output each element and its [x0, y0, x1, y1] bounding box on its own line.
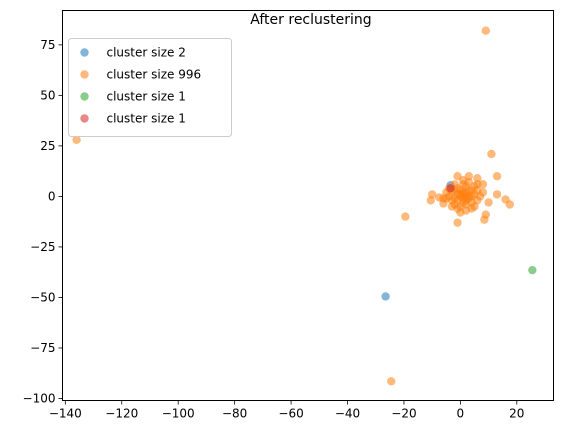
point-s2-66	[473, 180, 482, 189]
point-s2-67	[478, 188, 488, 197]
point-s2-4	[387, 377, 396, 386]
legend-label: cluster size 996	[107, 68, 202, 82]
point-s2-16	[492, 172, 502, 181]
y-tick-label: −25	[30, 240, 55, 254]
y-tick-label: 75	[40, 38, 55, 52]
plot-frame	[62, 10, 554, 401]
point-s2-1	[481, 26, 490, 35]
series-4	[446, 184, 455, 193]
y-tick-label: −75	[30, 341, 55, 355]
point-s2-15	[473, 174, 482, 183]
point-s2-2	[72, 135, 81, 145]
x-tick-label: −20	[391, 407, 416, 421]
legend-label: cluster size 2	[107, 46, 186, 60]
series-3	[528, 265, 537, 275]
legend: cluster size 2 cluster size 996 cluster si…	[68, 38, 232, 137]
point-s1-1	[381, 292, 390, 301]
legend-frame	[68, 38, 232, 137]
legend-marker	[80, 70, 89, 79]
axes-layer: −140 −120 −100 −80 −60 −40 −20 0 20 −100 −75 −50 −25…	[23, 38, 525, 421]
series-2	[72, 26, 514, 386]
point-s2-3	[487, 149, 496, 159]
x-tick-label: 0	[457, 407, 465, 421]
legend-label: cluster size 1	[107, 112, 186, 126]
x-tick-label: −140	[49, 407, 82, 421]
point-s2-70	[461, 192, 471, 201]
point-s2-68	[447, 202, 457, 211]
y-tick-label: 50	[40, 88, 55, 102]
y-tick-label: 25	[40, 139, 55, 153]
point-s4-1	[446, 184, 455, 193]
y-tick-label: 0	[48, 189, 56, 203]
point-s2-14	[464, 172, 474, 181]
points-layer	[72, 26, 537, 386]
y-tick-label: −50	[30, 290, 55, 304]
point-s2-18	[484, 198, 493, 207]
point-s2-20	[480, 215, 489, 224]
x-tick-label: −120	[105, 407, 138, 421]
point-s2-5	[401, 212, 410, 221]
point-s2-24	[505, 200, 514, 209]
point-s2-57	[439, 194, 448, 203]
chart-title: After reclustering	[250, 12, 371, 28]
legend-marker	[80, 114, 89, 123]
point-s2-56	[464, 178, 474, 187]
x-tick-label: −60	[278, 407, 303, 421]
legend-marker	[80, 48, 89, 57]
point-s2-7	[426, 196, 435, 205]
point-s3-1	[528, 265, 537, 275]
point-s2-21	[453, 218, 462, 227]
x-tick-label: 20	[509, 407, 524, 421]
x-tick-label: −80	[222, 407, 247, 421]
x-tick-label: −40	[335, 407, 360, 421]
y-tick-label: −100	[23, 391, 56, 405]
legend-marker	[80, 92, 89, 101]
point-s2-22	[492, 190, 502, 199]
x-tick-label: −100	[162, 407, 195, 421]
legend-label: cluster size 1	[107, 90, 186, 104]
